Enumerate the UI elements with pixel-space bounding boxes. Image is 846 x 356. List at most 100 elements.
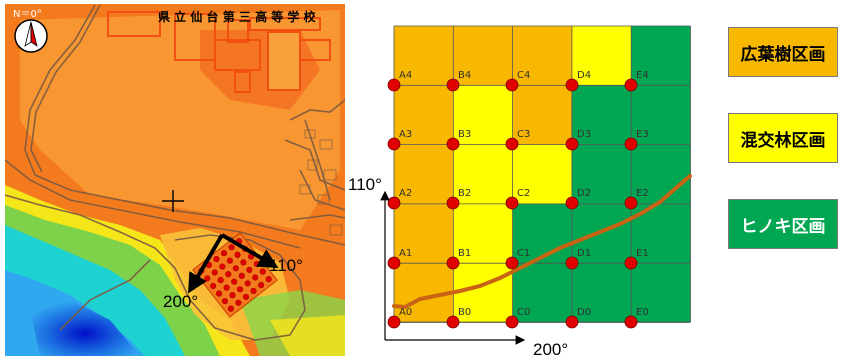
north-label: N＝0°: [13, 9, 42, 20]
point-label: D1: [577, 248, 591, 259]
pond: [30, 300, 140, 356]
sample-point: [387, 78, 401, 92]
grid-cell-hinoki: [571, 263, 632, 323]
sample-point: [624, 78, 638, 92]
sample-point: [446, 196, 460, 210]
grid-cell-mixed: [453, 85, 513, 145]
sample-point: [446, 256, 460, 270]
sample-point: [446, 78, 460, 92]
point-label: A4: [399, 70, 412, 81]
sample-point: [446, 137, 460, 151]
grid-cell-broadleaf: [394, 144, 454, 204]
sample-point: [505, 256, 519, 270]
grid-cell-hinoki: [631, 85, 691, 145]
y-axis-label: 110°: [348, 175, 382, 194]
stream-line: [392, 174, 692, 310]
point-label: C0: [517, 307, 530, 318]
sample-point: [387, 315, 401, 329]
plot-dot: [235, 299, 242, 306]
map-angle-200: 200°: [163, 292, 198, 311]
sample-point: [387, 196, 401, 210]
grid-cell-broadleaf: [394, 26, 454, 86]
point-label: E0: [636, 307, 649, 318]
grid-cell-mixed: [453, 203, 513, 264]
grid-cell-broadleaf: [512, 85, 572, 145]
plot-dot: [226, 257, 233, 264]
plot-dot: [225, 271, 232, 278]
point-label: E1: [636, 248, 649, 259]
arrow-200: [187, 233, 224, 294]
x-axis-label: 200°: [533, 340, 568, 356]
sample-point: [505, 196, 519, 210]
grid-cell-mixed: [453, 263, 513, 323]
sample-point: [505, 78, 519, 92]
grid-cell-broadleaf: [394, 203, 454, 264]
benchmark-cross: [162, 190, 184, 212]
point-label: D2: [577, 188, 591, 199]
plot-dot: [219, 263, 226, 270]
point-label: A0: [399, 307, 412, 318]
roads: [5, 4, 345, 341]
terrain-map: 110° 200° N＝0° 県 立 仙 台 第 三 高 等 学 校: [5, 4, 345, 356]
plot-dot: [244, 280, 251, 287]
grid-cell-mixed: [453, 144, 513, 204]
grid-cell-hinoki: [512, 263, 572, 323]
sample-point: [565, 196, 579, 210]
plot-dot: [211, 269, 218, 276]
direction-arrows: [187, 233, 279, 294]
plot-dot: [234, 251, 241, 258]
point-label: C4: [517, 70, 530, 81]
sample-point: [446, 315, 460, 329]
school-buildings: [107, 11, 331, 93]
north-compass: N＝0°: [13, 9, 48, 53]
sample-point: [387, 256, 401, 270]
point-label: B3: [458, 129, 471, 140]
point-label: A1: [399, 248, 412, 259]
school-name: 県 立 仙 台 第 三 高 等 学 校: [158, 9, 317, 24]
grid-cell-mixed: [571, 26, 632, 86]
grid-cell-hinoki: [571, 144, 632, 204]
arrow-110: [220, 233, 279, 269]
plot-dot: [210, 282, 217, 290]
sample-point: [505, 315, 519, 329]
plot-dot: [229, 292, 236, 299]
grid-cell-hinoki: [512, 203, 572, 264]
point-label: B2: [458, 188, 471, 199]
plot-dot: [228, 244, 235, 251]
research-plot: [192, 232, 278, 318]
sample-point: [624, 256, 638, 270]
plot-dot: [232, 265, 239, 272]
sample-point: [565, 137, 579, 151]
sample-point: [387, 137, 401, 151]
plot-dot: [252, 274, 259, 281]
plot-dot: [242, 293, 250, 300]
plot-dot: [258, 281, 265, 289]
point-label: A3: [399, 129, 412, 140]
grid-cell-hinoki: [631, 144, 691, 204]
plot-dot: [246, 266, 253, 273]
plot-dot: [217, 277, 224, 284]
sample-point: [624, 315, 638, 329]
legend-mixed: 混交林区画: [728, 113, 838, 163]
sample-point: [565, 315, 579, 329]
plot-dot: [215, 290, 223, 297]
plot-dot: [259, 268, 266, 275]
sample-point: [565, 256, 579, 270]
plot-dot: [213, 255, 220, 263]
plot-grid: A4 B4 C4 D4 E4 A3 B3 C3 D3 E3 A2 B2 C2 D2 E2 A1 B1 C1 D1 E1…: [348, 25, 692, 356]
grid-cell-hinoki: [571, 85, 632, 145]
legend-hinoki: ヒノキ区画: [728, 199, 838, 249]
plot-dot: [265, 276, 272, 283]
plot-dot: [221, 298, 229, 305]
legend-broadleaf: 広葉樹区画: [728, 27, 838, 77]
grid-cell-broadleaf: [394, 85, 454, 145]
point-label: D3: [577, 129, 591, 140]
point-label: A2: [399, 188, 412, 199]
sample-point: [624, 196, 638, 210]
sample-point: [505, 137, 519, 151]
grid-cell-hinoki: [631, 263, 691, 323]
point-label: B4: [458, 70, 471, 81]
point-label: E2: [636, 188, 649, 199]
grid-cell-broadleaf: [453, 26, 513, 86]
